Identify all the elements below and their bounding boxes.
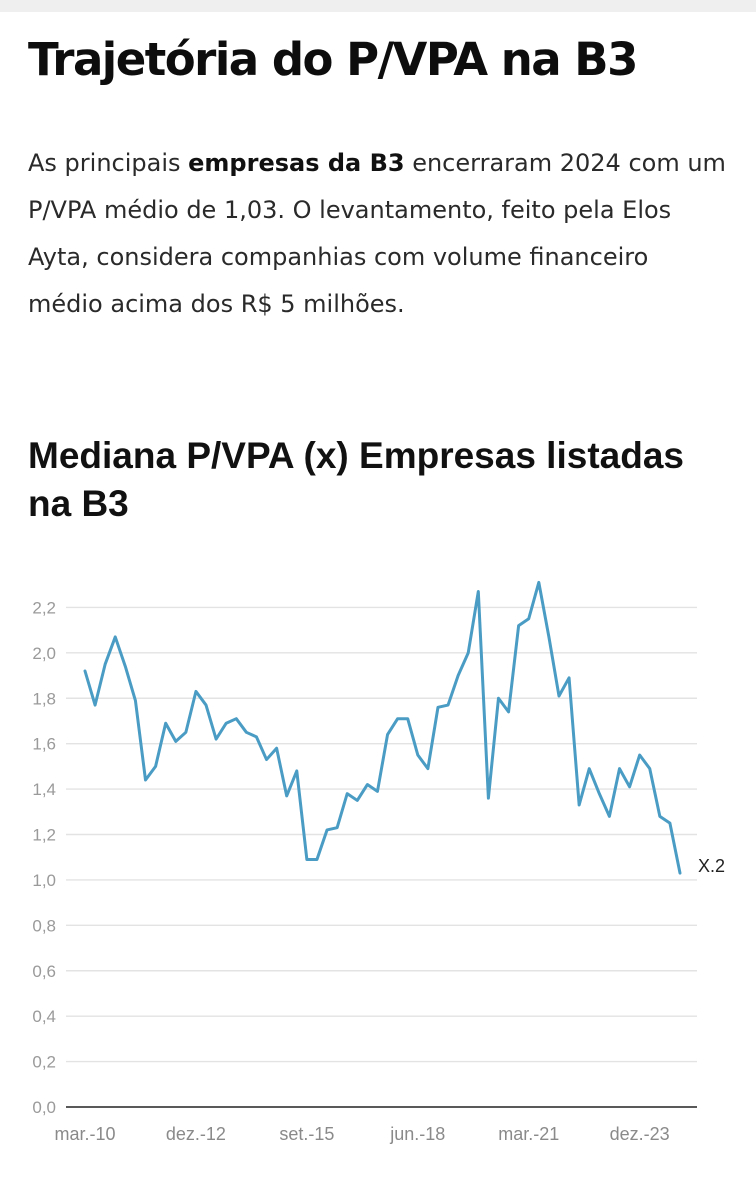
series-line [83, 580, 682, 875]
data-point [497, 697, 500, 700]
x-tick-label: dez.-23 [610, 1124, 670, 1144]
y-tick-label: 2,2 [32, 598, 56, 617]
data-point [285, 794, 288, 797]
y-tick-label: 2,0 [32, 644, 56, 663]
data-point [215, 738, 218, 741]
data-point [386, 733, 389, 736]
data-point [668, 822, 671, 825]
data-point [638, 754, 641, 757]
x-axis-ticks: mar.-10 dez.-12 set.-15 jun.-18 mar.-21 dez.-… [54, 1124, 669, 1144]
y-tick-label: 0,6 [32, 962, 56, 981]
data-point [84, 670, 87, 673]
data-point [305, 858, 308, 861]
data-point [507, 710, 510, 713]
y-tick-label: 1,0 [32, 871, 56, 890]
data-point [648, 767, 651, 770]
y-axis-ticks: 0,0 0,2 0,4 0,6 0,8 1,0 1,2 1,4 1,6 1,8 2,0 2,2 [32, 598, 56, 1117]
data-point [336, 826, 339, 829]
lead-text-bold: empresas da B3 [188, 149, 405, 177]
data-point [255, 735, 258, 738]
end-label: X.2 [698, 856, 725, 876]
data-point [295, 769, 298, 772]
data-point [225, 722, 228, 725]
data-point [154, 765, 157, 768]
data-point [235, 717, 238, 720]
data-point [194, 690, 197, 693]
data-point [134, 699, 137, 702]
data-point [315, 858, 318, 861]
data-point [144, 779, 147, 782]
data-point [578, 803, 581, 806]
data-point [679, 872, 682, 875]
data-point [557, 694, 560, 697]
data-point [205, 704, 208, 707]
data-point [588, 767, 591, 770]
data-point [124, 665, 127, 668]
data-point [527, 617, 530, 620]
y-tick-label: 0,4 [32, 1007, 56, 1026]
data-point [628, 785, 631, 788]
data-point [245, 731, 248, 734]
data-point [376, 790, 379, 793]
data-point [517, 624, 520, 627]
y-tick-label: 0,8 [32, 916, 56, 935]
data-point [114, 635, 117, 638]
data-point [406, 717, 409, 720]
data-point [104, 663, 107, 666]
data-point [608, 815, 611, 818]
data-point [537, 581, 540, 584]
top-strip [0, 0, 756, 12]
chart-grid [66, 606, 697, 1063]
x-tick-label: dez.-12 [166, 1124, 226, 1144]
data-point [487, 797, 490, 800]
data-point [547, 635, 550, 638]
data-point [447, 704, 450, 707]
x-tick-label: mar.-10 [54, 1124, 115, 1144]
data-point [658, 815, 661, 818]
y-tick-label: 1,2 [32, 826, 56, 845]
y-tick-label: 0,2 [32, 1053, 56, 1072]
y-tick-label: 1,4 [32, 780, 56, 799]
article-lead: As principais empresas da B3 encerraram … [28, 140, 728, 328]
data-point [356, 799, 359, 802]
data-point [416, 754, 419, 757]
data-point [396, 717, 399, 720]
data-point [94, 704, 97, 707]
y-tick-label: 1,8 [32, 689, 56, 708]
data-point [568, 676, 571, 679]
x-tick-label: jun.-18 [389, 1124, 445, 1144]
y-tick-label: 1,6 [32, 735, 56, 754]
data-point [326, 828, 329, 831]
x-tick-label: set.-15 [279, 1124, 334, 1144]
lead-text-end: encerraram 2024 com um P/VPA médio de 1,… [28, 149, 726, 318]
data-point [436, 706, 439, 709]
article-title: Trajetória do P/VPA na B3 [28, 33, 638, 86]
data-point [184, 731, 187, 734]
data-point [164, 722, 167, 725]
y-tick-label: 0,0 [32, 1098, 56, 1117]
series-points [84, 581, 682, 875]
data-point [174, 740, 177, 743]
data-point [618, 767, 621, 770]
data-point [598, 792, 601, 795]
chart-title: Mediana P/VPA (x) Empresas listadas na B… [28, 435, 684, 524]
data-point [265, 758, 268, 761]
data-point [275, 747, 278, 750]
data-point [346, 792, 349, 795]
x-tick-label: mar.-21 [498, 1124, 559, 1144]
lead-text-start: As principais [28, 149, 189, 177]
data-point [366, 783, 369, 786]
data-point [477, 590, 480, 593]
data-point [457, 674, 460, 677]
data-point [467, 651, 470, 654]
data-point [426, 767, 429, 770]
